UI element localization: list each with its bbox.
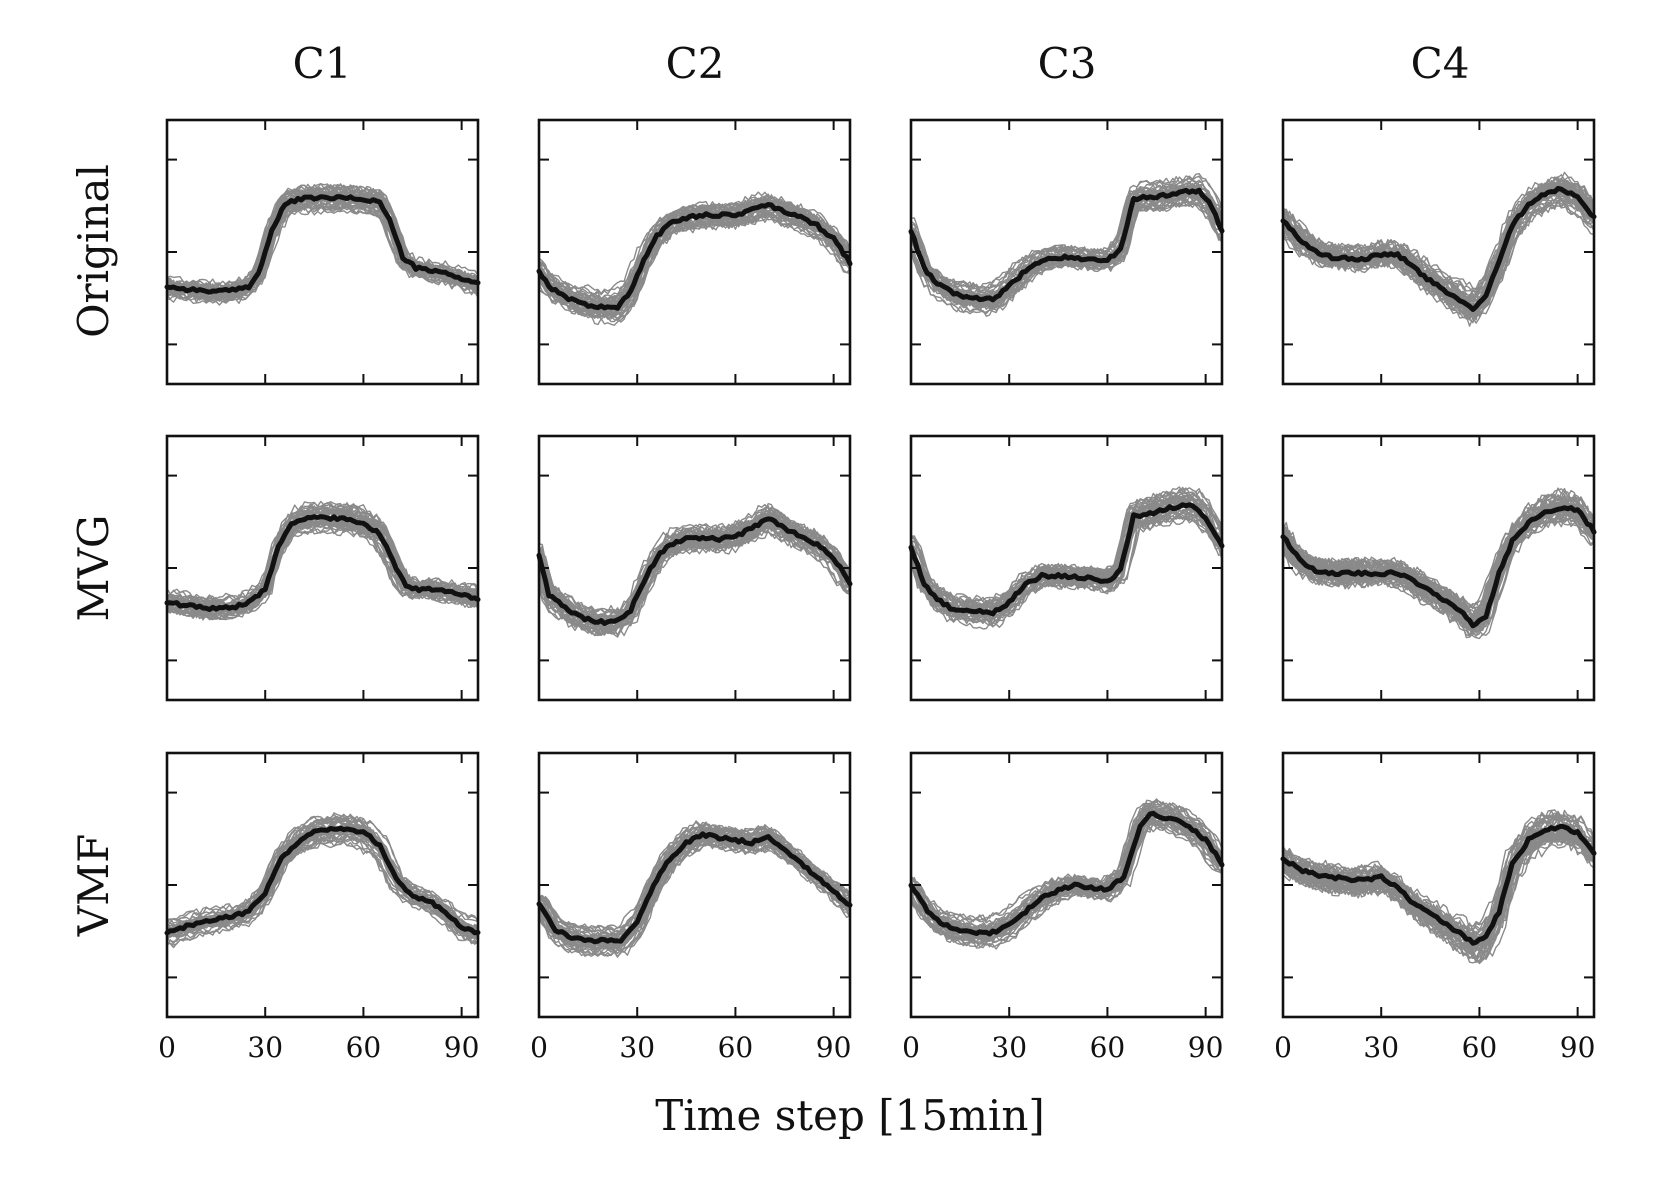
column-title-c2: C2 <box>666 39 725 88</box>
axes-frame <box>165 118 480 386</box>
mean-series <box>908 187 1225 303</box>
sample-series <box>166 827 479 947</box>
row-labels: Original MVG VMF <box>69 164 118 937</box>
mean-series <box>164 514 481 612</box>
sample-series <box>538 211 851 307</box>
panels <box>164 118 1597 1019</box>
sample-series <box>538 523 851 636</box>
sample-series <box>1282 178 1595 303</box>
axes-frame <box>537 118 852 386</box>
x-tick-label: 60 <box>718 1031 754 1064</box>
x-tick-label: 30 <box>991 1031 1027 1064</box>
mean-series <box>908 502 1225 617</box>
panel-original-c2 <box>536 118 853 386</box>
panel-original-c3 <box>908 118 1225 386</box>
sample-series <box>1282 830 1595 964</box>
sample-series <box>1282 815 1595 943</box>
mean-series <box>908 810 1225 937</box>
x-tick-label: 90 <box>444 1031 480 1064</box>
panel-original-c4 <box>1280 118 1597 386</box>
column-title-c4: C4 <box>1411 39 1470 88</box>
mean-series <box>536 831 853 945</box>
sample-series <box>538 509 851 616</box>
x-tick-label: 90 <box>1560 1031 1596 1064</box>
x-tick-label: 30 <box>619 1031 655 1064</box>
x-tick-label: 60 <box>1090 1031 1126 1064</box>
x-tick-label: 0 <box>1274 1031 1292 1064</box>
sample-series <box>910 814 1223 935</box>
x-tick-label: 0 <box>902 1031 920 1064</box>
x-tick-label: 90 <box>816 1031 852 1064</box>
sample-series <box>1282 831 1595 963</box>
sample-series <box>910 181 1223 298</box>
panel-vmf-c3 <box>908 751 1225 1019</box>
mean-series <box>1280 186 1597 312</box>
column-title-c1: C1 <box>293 39 352 88</box>
x-tick-label: 30 <box>1363 1031 1399 1064</box>
sample-series <box>166 203 479 299</box>
panel-vmf-c1 <box>164 751 481 1019</box>
sample-series <box>1282 492 1595 618</box>
sample-series <box>538 837 851 940</box>
column-titles: C1 C2 C3 C4 <box>293 39 1470 88</box>
mean-series <box>1280 505 1597 629</box>
sample-series <box>1282 828 1595 965</box>
panel-mvg-c4 <box>1280 434 1597 702</box>
mean-series <box>536 202 853 311</box>
sample-series-group <box>1282 809 1595 965</box>
x-tick-label: 30 <box>247 1031 283 1064</box>
x-tick-label: 60 <box>346 1031 382 1064</box>
sample-series <box>1282 498 1595 629</box>
panel-mvg-c1 <box>164 434 481 702</box>
sample-series <box>166 817 479 942</box>
axes-frame <box>537 434 852 702</box>
mean-series <box>164 194 481 295</box>
x-tick-label: 90 <box>1188 1031 1224 1064</box>
panel-vmf-c4 <box>1280 751 1597 1019</box>
mean-series <box>536 516 853 626</box>
mean-series <box>164 825 481 936</box>
row-label-vmf: VMF <box>69 834 118 937</box>
sample-series <box>910 191 1223 297</box>
column-title-c3: C3 <box>1038 39 1097 88</box>
sample-series <box>167 822 479 949</box>
row-label-original: Original <box>69 164 118 338</box>
x-tick-label: 0 <box>158 1031 176 1064</box>
sample-series <box>538 503 851 617</box>
panel-original-c1 <box>164 118 481 386</box>
axes-frame <box>165 434 480 702</box>
sample-series-group <box>538 820 851 958</box>
mean-series <box>1280 823 1597 946</box>
sample-series <box>910 809 1223 944</box>
sample-series <box>1282 491 1595 620</box>
x-tick-labels: 0 30 60 90 0 30 60 90 0 30 60 90 0 30 60 90 <box>158 1031 1595 1064</box>
sample-series <box>1282 831 1595 963</box>
axes-frame <box>165 751 480 1019</box>
sample-series <box>1282 837 1595 964</box>
panel-mvg-c3 <box>908 434 1225 702</box>
panel-vmf-c2 <box>536 751 853 1019</box>
sample-series-group <box>166 812 479 949</box>
sample-series <box>1282 832 1595 960</box>
sample-series <box>910 513 1223 623</box>
axes-frame <box>537 751 852 1019</box>
sample-series <box>910 173 1223 301</box>
sample-series <box>166 509 479 618</box>
sample-series <box>538 502 851 620</box>
panel-mvg-c2 <box>536 434 853 702</box>
x-tick-label: 0 <box>530 1031 548 1064</box>
row-label-mvg: MVG <box>69 515 118 622</box>
x-axis-label: Time step [15min] <box>655 1091 1045 1140</box>
sample-series-group <box>166 182 479 306</box>
sample-series <box>166 501 479 610</box>
x-tick-label: 60 <box>1462 1031 1498 1064</box>
sample-series <box>538 506 851 629</box>
